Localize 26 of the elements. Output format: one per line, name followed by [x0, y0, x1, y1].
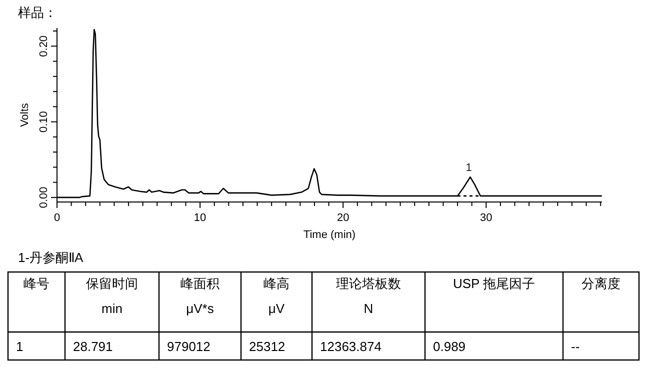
text: 28.791 — [73, 339, 113, 354]
text: USP 拖尾因子 — [452, 276, 536, 291]
text: 979012 — [167, 339, 210, 354]
text: 25312 — [249, 339, 286, 354]
x-tick-label: 30 — [480, 212, 492, 224]
x-tick-label: 10 — [194, 212, 206, 224]
text: 0.989 — [433, 339, 466, 354]
text: 1-丹参酮ⅡA — [18, 250, 84, 265]
annotation: 1 — [466, 162, 472, 174]
x-tick-label: 20 — [336, 212, 350, 224]
x-tick-label: 0 — [54, 212, 60, 224]
y-tick-label: 0.00 — [38, 186, 50, 208]
chart-title: 样品： — [18, 5, 57, 20]
text: 峰号 — [24, 276, 50, 291]
text: 理论塔板数 N — [336, 276, 401, 316]
text: 分离度 — [582, 276, 620, 291]
text: 峰高 μV — [264, 276, 290, 316]
text: -- — [571, 339, 580, 354]
x-axis-title: Time (min) — [303, 229, 356, 241]
text: 1 — [16, 339, 24, 354]
text: 保留时间 min — [86, 276, 138, 316]
y-tick-label: 0.10 — [38, 111, 50, 133]
y-axis-title: Volts — [19, 102, 31, 127]
text: 峰面积 μV*s — [180, 276, 220, 316]
y-tick-label: 0.20 — [38, 35, 50, 57]
text: 12363.874 — [320, 339, 382, 354]
